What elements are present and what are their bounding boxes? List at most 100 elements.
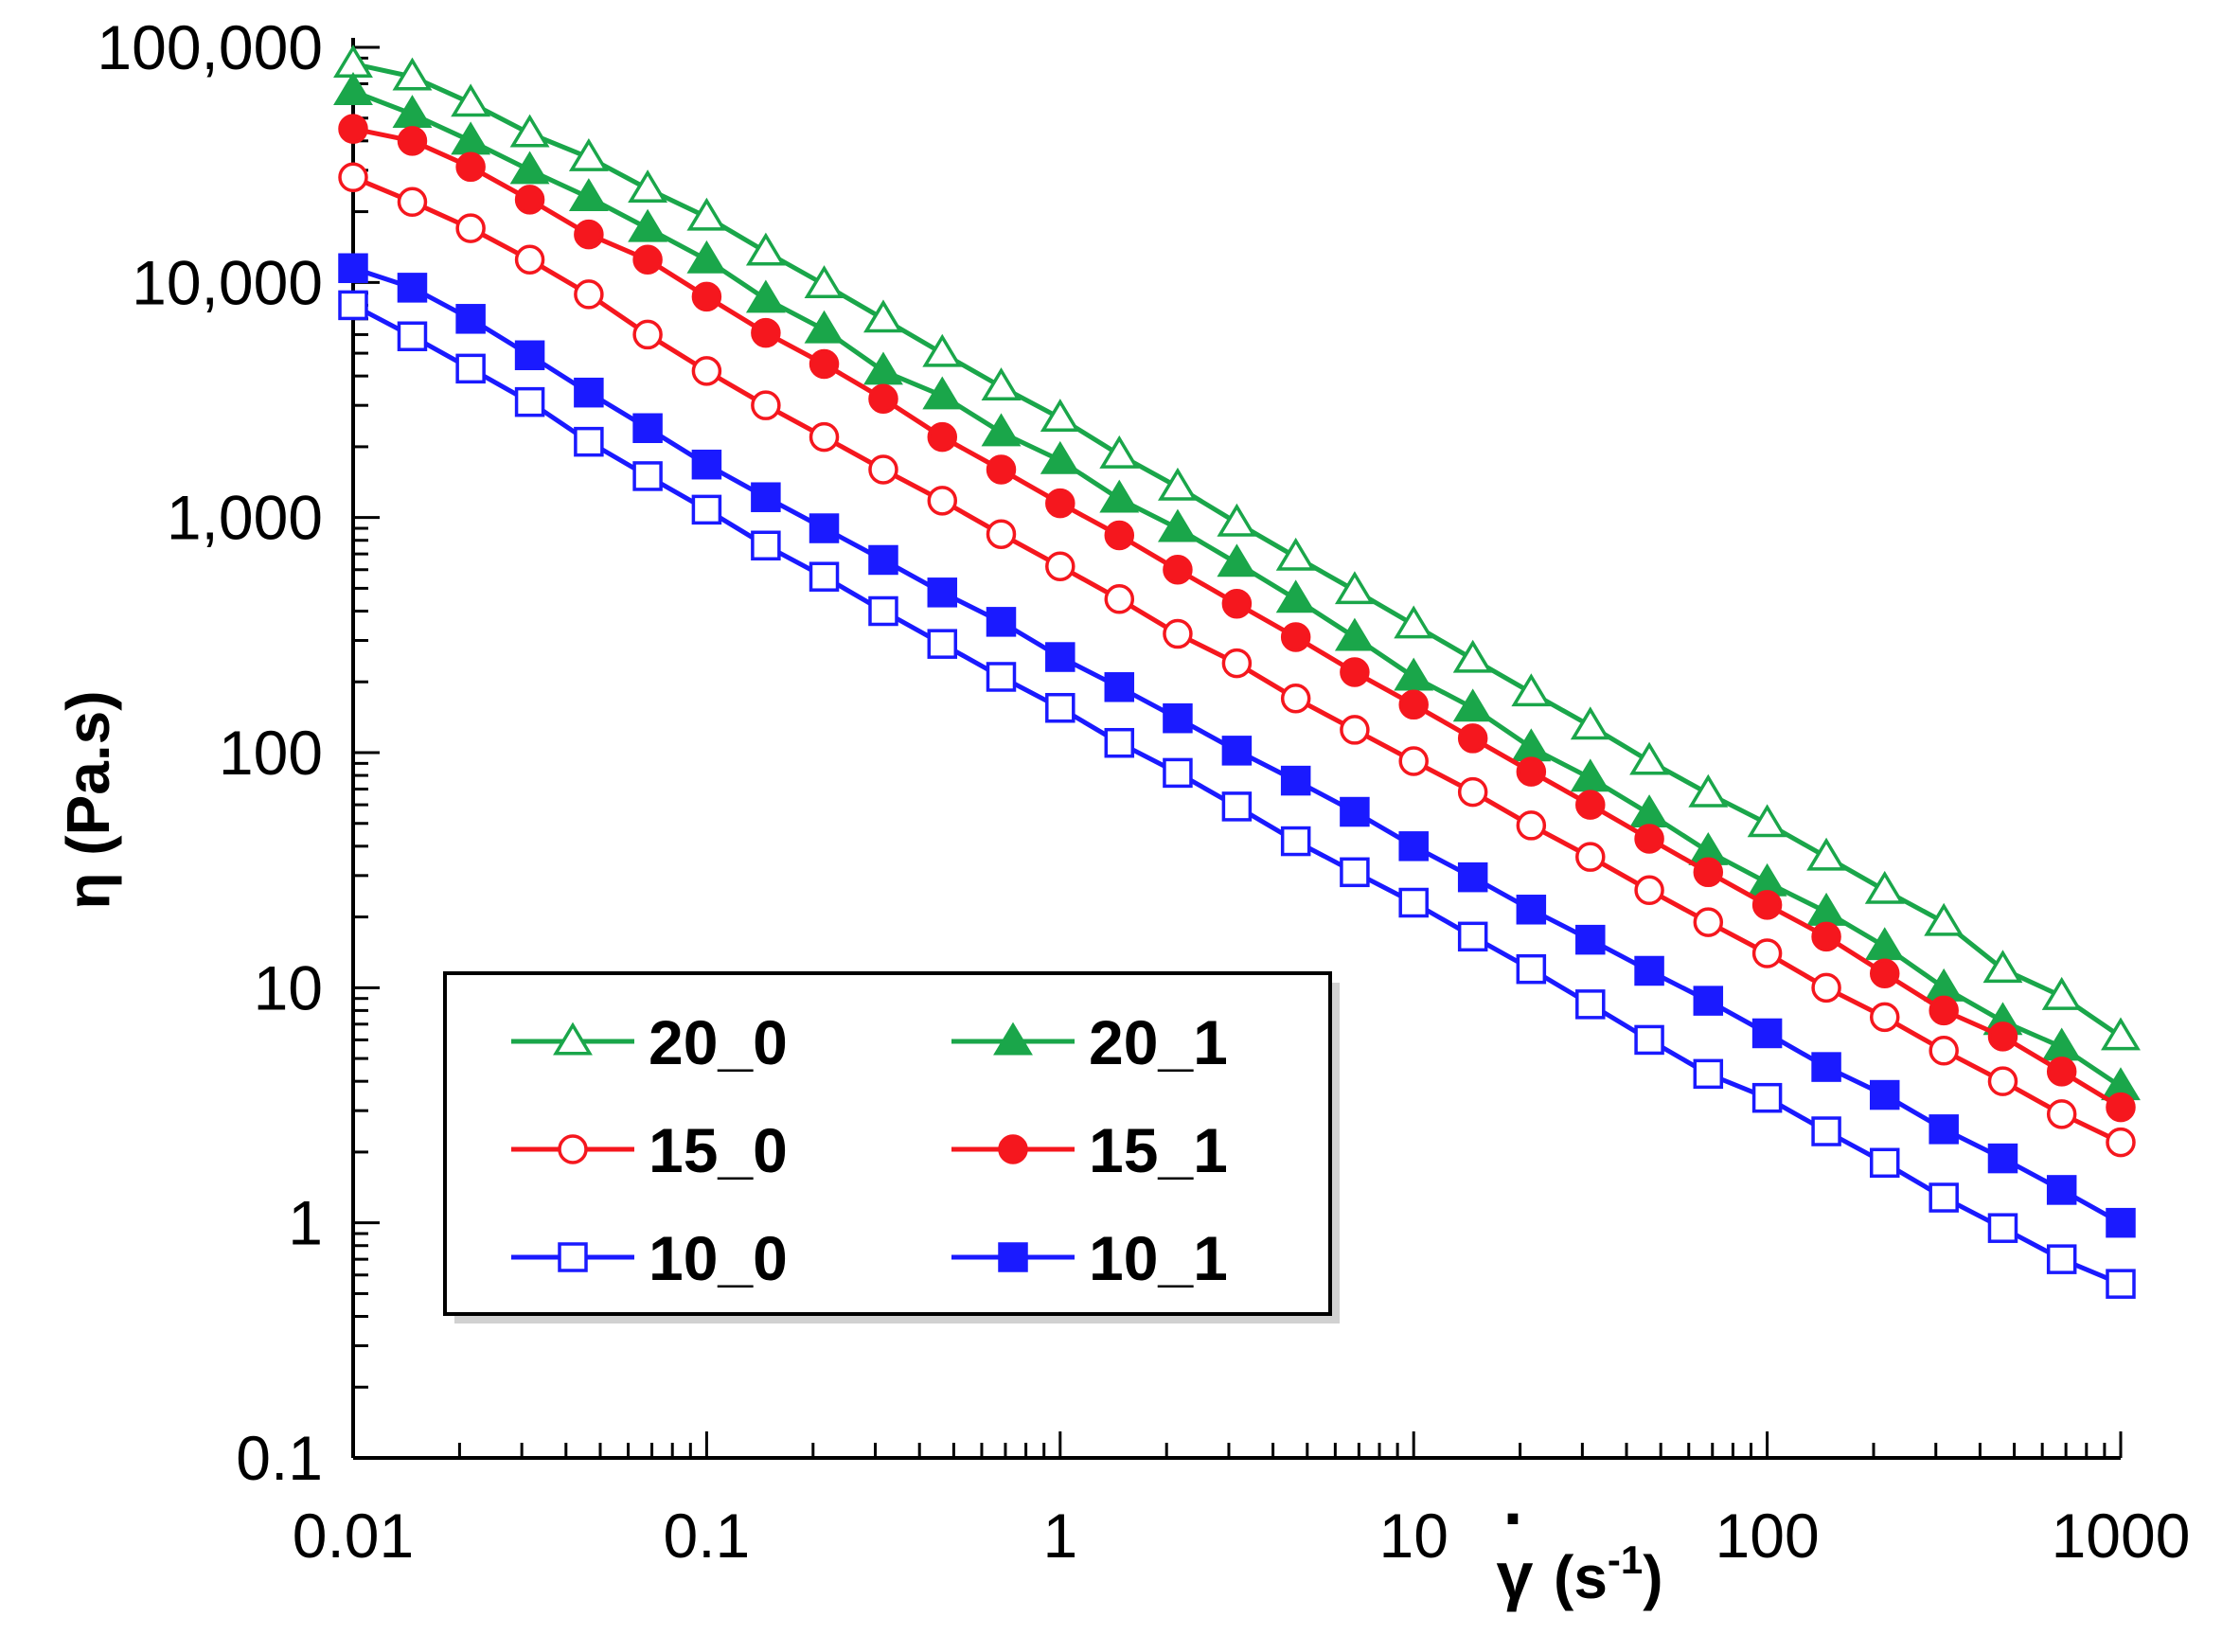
data-point-10_0	[397, 321, 428, 351]
legend-entries: 20_0 20_1 15_0 15_1 10_0 10_1	[511, 1007, 1228, 1293]
y-tick-label: 100	[219, 718, 323, 788]
data-point-10_0	[1280, 826, 1311, 857]
data-point-15_0	[338, 162, 368, 193]
data-point-15_1	[986, 454, 1017, 485]
legend-marker-10_1	[998, 1242, 1028, 1272]
y-tick-label: 0.1	[236, 1423, 323, 1493]
data-point-10_0	[1634, 1024, 1664, 1056]
series-20_0	[333, 44, 2141, 1051]
data-point-15_0	[397, 187, 428, 218]
data-point-20_0	[509, 114, 550, 148]
data-point-15_0	[1929, 1036, 1959, 1066]
data-point-20_1	[509, 151, 550, 185]
data-point-15_0	[1516, 810, 1547, 841]
data-point-10_1	[986, 607, 1017, 637]
data-point-10_1	[2046, 1175, 2077, 1205]
data-point-20_1	[1040, 440, 1080, 474]
legend-label-15_0: 15_0	[649, 1115, 788, 1185]
data-point-20_1	[628, 208, 668, 242]
legend-marker-15_0	[558, 1134, 588, 1164]
data-point-10_1	[1340, 796, 1370, 827]
data-point-10_1	[1163, 702, 1193, 734]
data-point-10_0	[927, 629, 958, 659]
data-point-20_1	[1452, 688, 1493, 722]
x-tick-label: 1000	[2052, 1501, 2191, 1571]
legend-label-20_1: 20_1	[1089, 1007, 1228, 1077]
data-point-20_1	[922, 376, 963, 410]
data-point-10_0	[809, 561, 840, 592]
data-point-10_0	[1869, 1147, 1900, 1179]
data-point-15_0	[1693, 907, 1724, 937]
legend-item-20_0: 20_0	[511, 1007, 788, 1077]
data-point-15_1	[397, 126, 428, 156]
data-point-15_0	[2046, 1099, 2077, 1129]
data-point-20_1	[745, 279, 786, 313]
data-point-15_1	[2106, 1092, 2136, 1123]
data-point-10_0	[1929, 1182, 1959, 1213]
data-point-15_1	[1869, 958, 1900, 989]
data-point-10_1	[809, 513, 840, 543]
data-point-10_0	[514, 386, 545, 417]
data-point-20_1	[1394, 657, 1434, 691]
series-15_1	[338, 114, 2136, 1123]
data-point-20_0	[2101, 1017, 2141, 1051]
legend-marker-20_1	[993, 1021, 1033, 1056]
data-point-15_0	[1045, 551, 1075, 581]
svg-text:(s-1): (s-1)	[1554, 1537, 1663, 1611]
data-point-20_0	[745, 232, 786, 266]
data-point-20_0	[863, 299, 903, 333]
data-point-10_0	[455, 353, 486, 384]
data-point-10_0	[2106, 1269, 2136, 1299]
y-tick-label: 1,000	[167, 483, 323, 553]
data-point-15_1	[1045, 488, 1075, 519]
data-point-15_1	[1516, 756, 1547, 787]
y-tick-label: 100,000	[97, 12, 323, 82]
data-point-20_0	[392, 57, 433, 91]
data-point-10_1	[1869, 1079, 1900, 1110]
data-point-15_1	[1929, 995, 1959, 1026]
data-point-10_0	[574, 426, 604, 457]
data-point-10_0	[1163, 757, 1193, 789]
data-point-20_0	[1511, 673, 1552, 707]
data-point-20_0	[686, 197, 727, 231]
data-point-20_0	[981, 367, 1022, 401]
data-point-15_1	[868, 383, 898, 414]
data-point-15_0	[1575, 842, 1606, 872]
data-point-15_0	[574, 279, 604, 310]
y-tick-label: 1	[288, 1188, 323, 1258]
legend-label-15_1: 15_1	[1089, 1115, 1228, 1185]
data-point-10_0	[2046, 1244, 2077, 1274]
data-point-10_1	[691, 449, 722, 480]
data-point-15_1	[2046, 1057, 2077, 1087]
data-point-10_1	[1045, 642, 1075, 672]
data-point-10_1	[868, 544, 898, 576]
data-point-15_0	[691, 356, 722, 386]
plot-area	[333, 44, 2141, 1299]
data-point-10_1	[514, 340, 545, 371]
data-point-10_0	[1575, 989, 1606, 1020]
data-point-20_1	[1334, 617, 1375, 651]
data-point-20_0	[1099, 435, 1140, 469]
data-point-15_1	[1104, 520, 1135, 551]
data-point-20_1	[333, 72, 373, 105]
data-point-15_0	[1280, 684, 1311, 714]
data-point-20_1	[686, 240, 727, 274]
data-point-10_1	[338, 253, 368, 284]
data-point-10_1	[2106, 1207, 2136, 1238]
data-point-20_0	[451, 83, 491, 117]
data-point-10_1	[1516, 895, 1547, 925]
data-point-15_0	[986, 519, 1017, 549]
data-point-10_1	[1987, 1143, 2018, 1174]
data-point-15_1	[927, 421, 958, 453]
data-point-10_1	[1634, 955, 1664, 986]
data-point-15_1	[632, 244, 663, 275]
data-point-10_1	[1811, 1052, 1841, 1082]
x-tick-label: 0.1	[664, 1501, 751, 1571]
data-point-20_0	[1334, 571, 1375, 605]
data-point-15_0	[1221, 648, 1253, 679]
data-point-10_0	[986, 662, 1017, 692]
data-point-15_1	[1280, 622, 1311, 652]
series-10_0	[338, 290, 2136, 1299]
y-tick-label: 10,000	[132, 247, 323, 317]
